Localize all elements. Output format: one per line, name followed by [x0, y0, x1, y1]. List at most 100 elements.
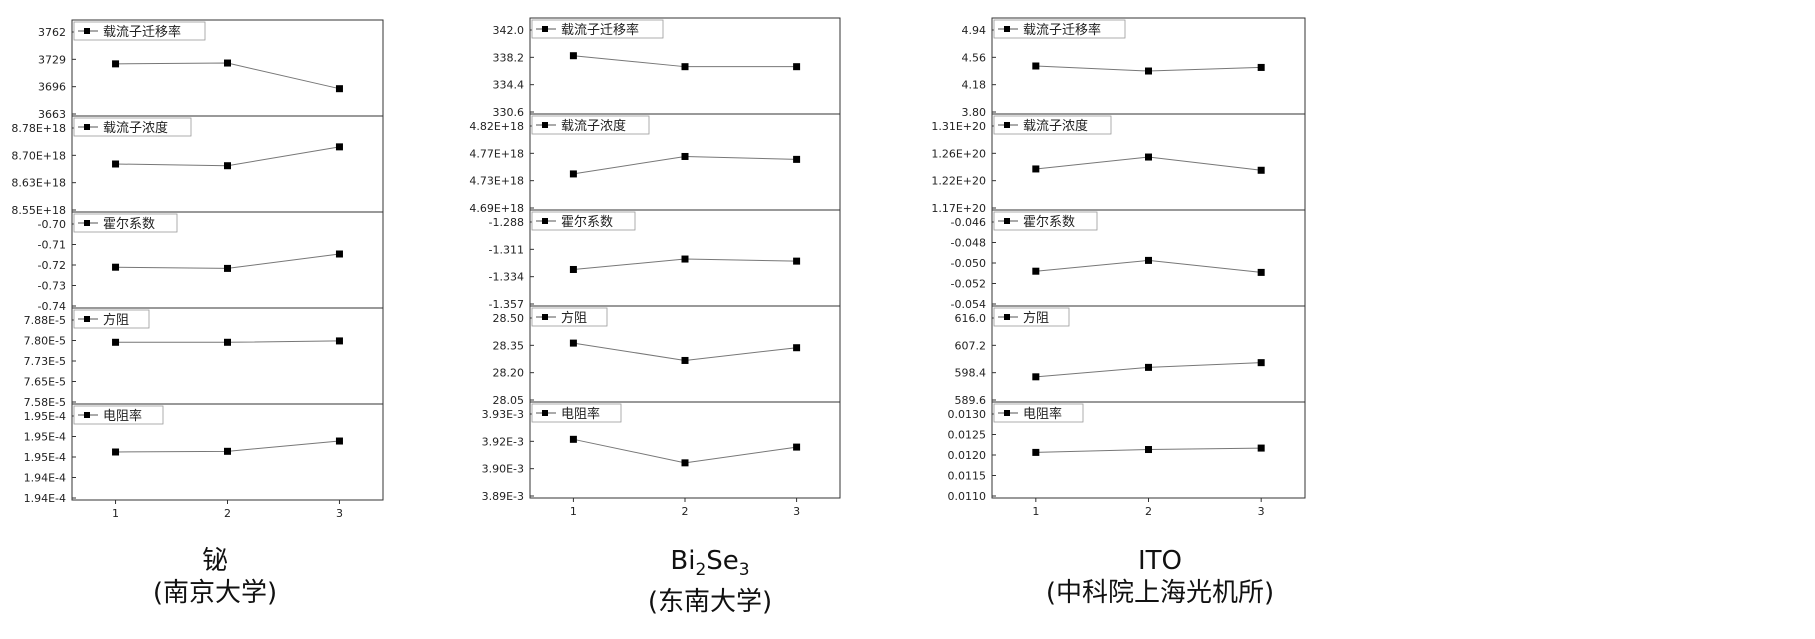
x-tick-label: 3 — [1258, 505, 1265, 518]
y-tick-label: 3.80 — [962, 106, 987, 119]
y-tick-label: 4.82E+18 — [469, 120, 524, 133]
x-tick-label: 2 — [224, 507, 231, 520]
y-tick-label: 1.95E-4 — [24, 431, 66, 444]
legend: 方阻 — [531, 307, 608, 327]
data-point — [569, 339, 577, 347]
data-point — [681, 152, 689, 160]
legend-box — [993, 19, 1126, 39]
legend-marker — [84, 316, 90, 322]
legend-marker — [1004, 314, 1010, 320]
x-tick-label: 2 — [1145, 505, 1152, 518]
legend-marker — [542, 410, 548, 416]
data-point — [1032, 448, 1040, 456]
y-tick-label: 7.65E-5 — [24, 376, 66, 389]
legend-box — [993, 115, 1112, 135]
legend: 载流子浓度 — [73, 117, 192, 137]
data-point — [224, 162, 231, 170]
y-tick-label: 7.88E-5 — [24, 314, 66, 327]
legend-label: 载流子迁移率 — [1023, 22, 1101, 38]
caption-bi2se3: Bi2Se3 (东南大学) — [575, 545, 845, 618]
legend-box — [993, 307, 1070, 327]
material-label: Bi2Se3 — [575, 545, 845, 586]
data-point — [224, 264, 231, 272]
data-point — [1145, 363, 1152, 371]
data-point — [681, 255, 689, 263]
panel-3: -1.288 -1.311 -1.334 -1.357 霍尔系数 — [489, 209, 841, 311]
legend-label: 霍尔系数 — [103, 217, 155, 232]
data-point — [1257, 166, 1265, 174]
data-point — [335, 250, 343, 258]
panel-4: 616.0 607.2 598.4 589.6 方阻 — [955, 305, 1306, 407]
y-tick-label: -1.311 — [489, 243, 524, 256]
legend-marker — [542, 314, 548, 320]
data-point — [1032, 165, 1040, 173]
y-tick-label: 1.17E+20 — [931, 202, 986, 215]
y-tick-label: 1.22E+20 — [931, 175, 986, 188]
institution-label: (中科院上海光机所) — [1045, 578, 1275, 608]
panel-3: -0.046 -0.048 -0.050 -0.052 -0.054 霍尔系数 — [951, 209, 1306, 311]
x-tick-label: 1 — [1032, 505, 1039, 518]
y-tick-label: 0.0120 — [948, 449, 987, 462]
chart-1: 342.0 338.2 334.4 330.6 载流子迁移率 4.82E+18 4.77E+… — [469, 17, 841, 518]
material-label-part: Se — [706, 546, 739, 576]
data-point — [335, 337, 343, 345]
legend-box — [73, 405, 164, 425]
legend: 霍尔系数 — [73, 213, 178, 233]
institution-label: (南京大学) — [152, 578, 278, 608]
legend-label: 载流子浓度 — [103, 120, 168, 136]
y-tick-label: 8.55E+18 — [11, 204, 66, 217]
panel-2: 4.82E+18 4.77E+18 4.73E+18 4.69E+18 载流子浓度 — [469, 113, 841, 215]
y-tick-label: 338.2 — [493, 51, 525, 64]
panel-5: 3.93E-3 3.92E-3 3.90E-3 3.89E-3 电阻率 — [482, 401, 841, 503]
y-tick-label: 28.35 — [493, 339, 525, 352]
legend-label: 电阻率 — [1023, 406, 1062, 422]
legend-marker — [1004, 122, 1010, 128]
legend-box — [73, 117, 192, 137]
panel-5: 1.95E-4 1.95E-4 1.95E-4 1.94E-4 1.94E-4 电阻率 — [24, 403, 384, 505]
data-point — [112, 448, 120, 456]
y-tick-label: 8.70E+18 — [11, 149, 66, 162]
y-tick-label: 28.50 — [493, 312, 525, 325]
y-tick-label: 3.93E-3 — [482, 408, 524, 421]
data-point — [569, 265, 577, 273]
legend: 电阻率 — [531, 403, 622, 423]
data-point — [793, 344, 801, 352]
legend-box — [993, 211, 1098, 231]
y-tick-label: 28.20 — [493, 367, 525, 380]
legend-box — [73, 213, 178, 233]
y-tick-label: 342.0 — [493, 24, 525, 37]
data-point — [112, 263, 120, 271]
material-subscript: 2 — [695, 560, 707, 581]
y-tick-label: 7.80E-5 — [24, 335, 66, 348]
legend-marker — [1004, 218, 1010, 224]
y-tick-label: 0.0115 — [948, 470, 987, 483]
y-tick-label: -1.357 — [489, 298, 524, 311]
data-point — [112, 338, 120, 346]
panel-4: 7.88E-5 7.80E-5 7.73E-5 7.65E-5 7.58E-5 方阻 — [24, 307, 384, 409]
y-tick-label: 28.05 — [493, 394, 525, 407]
x-tick-label: 2 — [682, 505, 689, 518]
y-tick-label: 3663 — [38, 108, 66, 121]
series-line — [115, 62, 340, 90]
legend: 载流子迁移率 — [531, 19, 664, 39]
x-tick-label: 1 — [112, 507, 119, 520]
y-tick-label: 1.95E-4 — [24, 410, 66, 423]
y-tick-label: 4.18 — [962, 79, 987, 92]
y-tick-label: 4.56 — [962, 51, 987, 64]
y-tick-label: 1.31E+20 — [931, 120, 986, 133]
panel-1: 3762 3729 3696 3663 载流子迁移率 — [38, 19, 384, 121]
y-tick-label: 1.95E-4 — [24, 451, 66, 464]
y-tick-label: 334.4 — [493, 79, 525, 92]
legend-label: 载流子迁移率 — [103, 24, 181, 40]
material-label: 铋 — [201, 546, 228, 576]
legend-label: 电阻率 — [561, 406, 600, 422]
legend: 载流子迁移率 — [73, 21, 206, 41]
legend: 电阻率 — [993, 403, 1084, 423]
data-point — [1032, 267, 1040, 275]
data-point — [335, 85, 343, 93]
data-point — [335, 143, 343, 151]
y-tick-label: 8.63E+18 — [11, 177, 66, 190]
legend-box — [531, 115, 650, 135]
data-point — [569, 435, 577, 443]
data-point — [224, 338, 231, 346]
